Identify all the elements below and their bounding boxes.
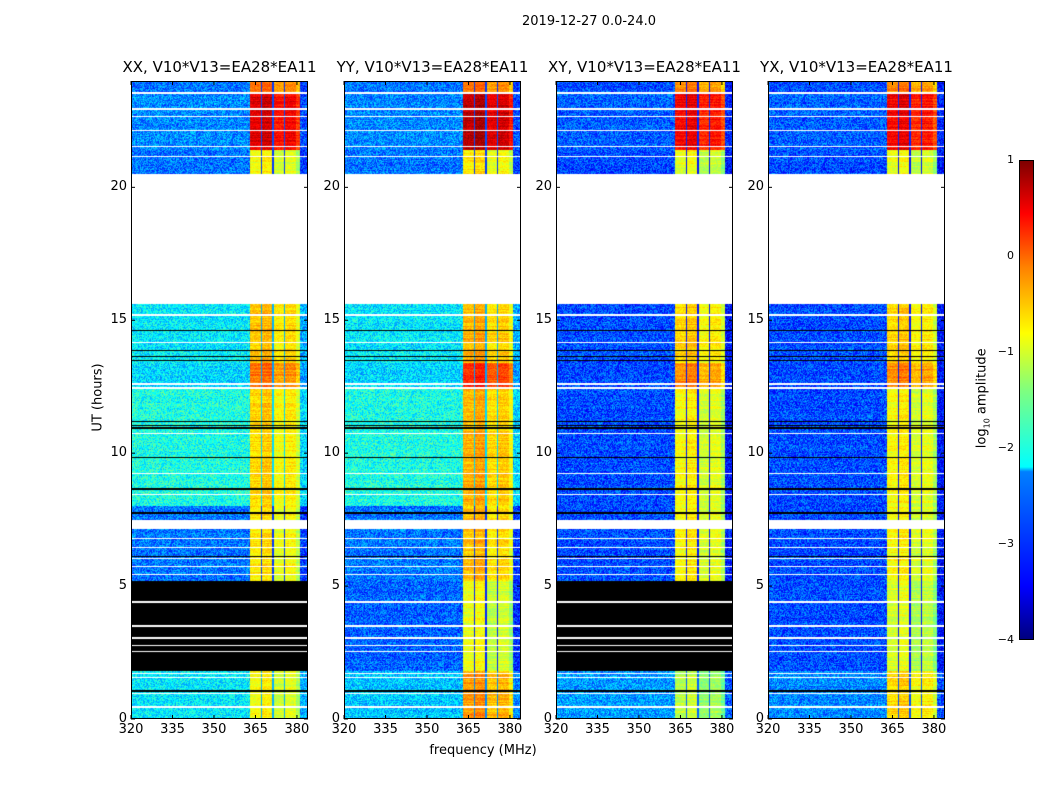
y-tick-label: 0: [543, 711, 552, 726]
panel-title: YY, V10*V13=EA28*EA11: [336, 58, 529, 76]
x-tick-label: 380: [497, 722, 523, 737]
x-tick-label: 350: [201, 722, 227, 737]
panel-title: XY, V10*V13=EA28*EA11: [548, 58, 741, 76]
colorbar-tick-label: −2: [997, 441, 1014, 454]
colorbar-tick-label: 0: [1007, 249, 1014, 262]
x-tick-label: 365: [668, 722, 693, 737]
axes-frame: [343, 81, 521, 720]
heatmap-image: [768, 81, 945, 719]
axes-border: [768, 81, 945, 719]
x-tick-label: 365: [880, 722, 905, 737]
y-tick-label: 5: [118, 578, 127, 594]
y-tick-label: 10: [323, 445, 340, 461]
y-tick-label: 5: [755, 578, 764, 594]
x-tick-label: 380: [284, 722, 310, 737]
x-tick-label: 365: [456, 722, 481, 737]
y-tick-label: 0: [118, 711, 127, 726]
y-axis-label: UT (hours): [90, 363, 106, 432]
x-tick-label: 365: [243, 722, 268, 737]
axes-frame: [555, 81, 733, 720]
figure-title: 2019-12-27 0.0-24.0: [522, 14, 656, 29]
axes-border: [556, 81, 733, 719]
y-tick-label: 15: [747, 312, 764, 328]
y-tick-label: 20: [323, 179, 340, 195]
colorbar: [1019, 160, 1034, 640]
colorbar-label-sub: 10: [982, 418, 992, 429]
y-tick-label: 5: [543, 578, 552, 594]
x-tick-label: 335: [373, 722, 398, 737]
y-tick-label: 20: [535, 179, 552, 195]
axes-frame: [130, 81, 308, 720]
colorbar-tick-label: −3: [997, 537, 1014, 550]
x-tick-label: 380: [709, 722, 735, 737]
x-tick-label: 380: [921, 722, 947, 737]
axes-border: [344, 81, 521, 719]
x-tick-label: 335: [160, 722, 185, 737]
y-tick-label: 10: [535, 445, 552, 461]
heatmap-image: [131, 81, 308, 719]
x-tick-label: 350: [414, 722, 440, 737]
x-tick-label: 350: [626, 722, 652, 737]
colorbar-label-rest: amplitude: [974, 348, 990, 419]
x-tick-label: 320: [331, 722, 357, 737]
y-tick-label: 0: [331, 711, 340, 726]
x-tick-label: 320: [543, 722, 569, 737]
heatmap-image: [556, 81, 733, 719]
y-tick-label: 0: [755, 711, 764, 726]
panel-0: XX, V10*V13=EA28*EA11 320 335 350 365 380 0 5 10…: [110, 58, 316, 737]
colorbar-tick-label: −4: [997, 633, 1014, 646]
y-tick-label: 15: [535, 312, 552, 328]
y-tick-label: 10: [110, 445, 127, 461]
axes-frame: [767, 81, 945, 720]
y-tick-label: 20: [747, 179, 764, 195]
y-tick-label: 15: [323, 312, 340, 328]
x-axis-label: frequency (MHz): [429, 743, 537, 758]
panel-1: YY, V10*V13=EA28*EA11 320 335 350 365 380 0 5 10…: [323, 58, 528, 737]
y-tick-label: 5: [331, 578, 340, 594]
x-tick-label: 335: [585, 722, 610, 737]
axes-border: [131, 81, 308, 719]
y-tick-label: 15: [110, 312, 127, 328]
y-tick-label: 10: [747, 445, 764, 461]
colorbar-tick-label: −1: [997, 345, 1014, 358]
colorbar-tick-label: 1: [1007, 153, 1014, 166]
panel-title: XX, V10*V13=EA28*EA11: [122, 58, 317, 76]
panel-title: YX, V10*V13=EA28*EA11: [760, 58, 953, 76]
x-tick-label: 350: [838, 722, 864, 737]
x-tick-label: 335: [797, 722, 822, 737]
y-tick-label: 20: [110, 179, 127, 195]
panel-2: XY, V10*V13=EA28*EA11 320 335 350 365 380 0 5 10…: [535, 58, 740, 737]
x-tick-label: 320: [118, 722, 144, 737]
heatmap-image: [344, 81, 521, 719]
panel-3: YX, V10*V13=EA28*EA11 320 335 350 365 380 0 5 10…: [747, 58, 952, 737]
x-tick-label: 320: [755, 722, 781, 737]
